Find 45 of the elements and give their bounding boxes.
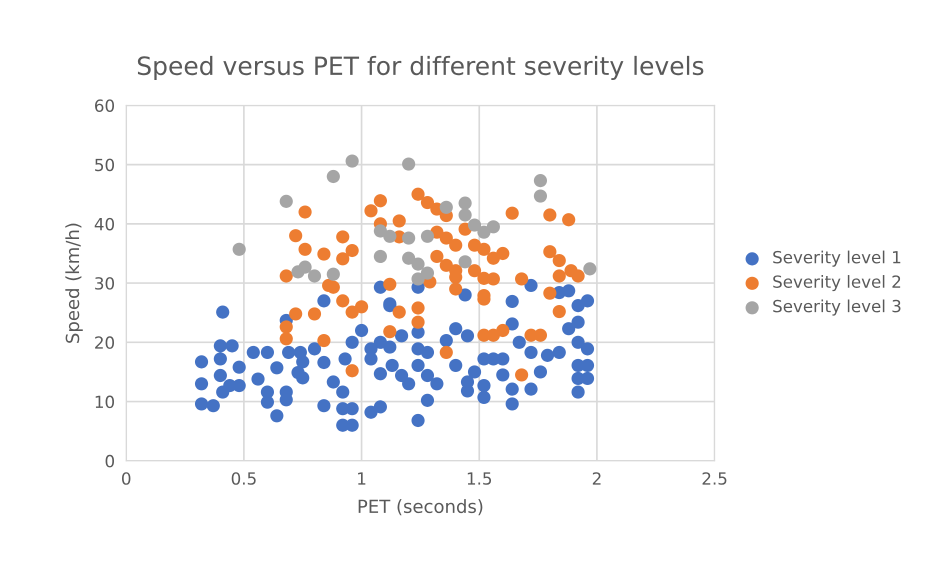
point [477, 226, 491, 239]
y-tick-label: 30 [95, 277, 114, 290]
x-tick-label: 1 [358, 472, 366, 485]
y-tick-label: 0 [106, 454, 114, 468]
point [280, 194, 293, 208]
x-axis-title: PET (seconds) [358, 499, 482, 516]
point [308, 269, 322, 283]
y-axis-title: Speed (km/h) [65, 224, 83, 343]
point [534, 174, 548, 188]
point [458, 196, 472, 210]
point [440, 200, 453, 214]
legend-label: Severity level 2 [773, 275, 900, 292]
point [468, 218, 482, 232]
point [486, 220, 500, 234]
point [420, 230, 434, 243]
point [402, 232, 416, 245]
y-tick-label: 20 [95, 336, 114, 349]
point [458, 255, 472, 268]
point [402, 252, 416, 265]
point [326, 170, 340, 184]
y-tick-label: 40 [94, 218, 114, 230]
legend-label: Severity level 3 [773, 300, 900, 316]
point [232, 242, 246, 256]
y-tick-label: 60 [95, 99, 114, 112]
point [583, 262, 596, 276]
y-tick-label: 10 [96, 396, 114, 408]
point [374, 250, 387, 264]
legend-label: Severity level 1 [773, 250, 900, 267]
point [534, 189, 548, 203]
point [383, 230, 396, 243]
x-tick-label: 0 [122, 472, 130, 485]
x-tick-label: 0.5 [232, 472, 256, 485]
x-tick-label: 1.5 [468, 472, 492, 485]
point [326, 268, 340, 281]
x-tick-label: 2.5 [702, 472, 726, 485]
y-tick-label: 50 [95, 158, 114, 172]
point [402, 157, 416, 171]
point [411, 258, 425, 271]
point [291, 265, 305, 278]
point [346, 154, 359, 168]
point [458, 208, 472, 222]
point [420, 266, 434, 280]
point [411, 272, 425, 286]
chart-title: Speed versus PET for different severity levels [138, 56, 704, 80]
x-tick-label: 2 [592, 472, 601, 485]
